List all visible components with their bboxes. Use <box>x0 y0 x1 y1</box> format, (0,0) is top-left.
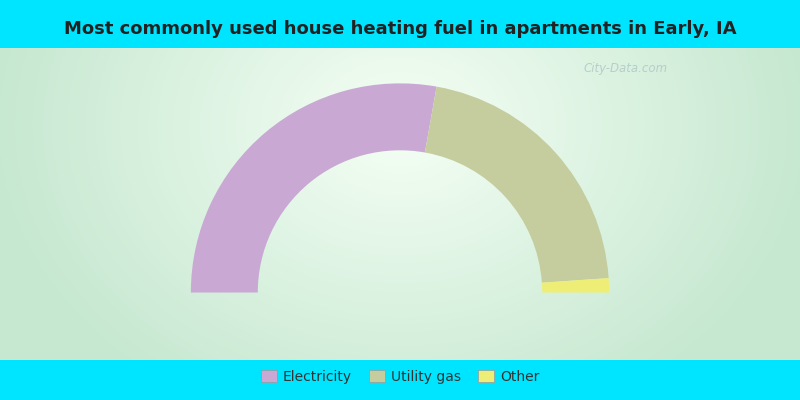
Wedge shape <box>425 87 609 283</box>
Wedge shape <box>191 83 437 292</box>
Legend: Electricity, Utility gas, Other: Electricity, Utility gas, Other <box>261 370 539 384</box>
Text: City-Data.com: City-Data.com <box>583 62 668 76</box>
Wedge shape <box>542 278 609 292</box>
Text: Most commonly used house heating fuel in apartments in Early, IA: Most commonly used house heating fuel in… <box>64 20 736 38</box>
